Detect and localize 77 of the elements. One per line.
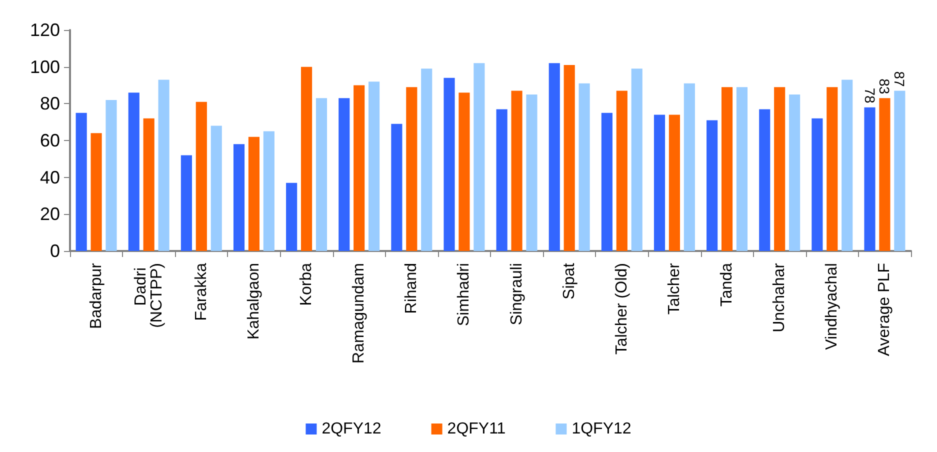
bar <box>338 98 350 251</box>
bar <box>526 94 538 251</box>
bar <box>578 83 590 251</box>
y-tick-label: 60 <box>40 130 60 150</box>
x-tick-label: Singrauli <box>508 263 526 326</box>
bar <box>496 109 508 251</box>
data-label: 78 <box>862 88 878 104</box>
bar <box>300 66 312 251</box>
bar <box>826 87 838 251</box>
bar <box>511 90 522 251</box>
bar <box>842 80 853 251</box>
x-tick-label: Badarpur <box>88 262 105 329</box>
bar <box>263 131 274 251</box>
bar <box>143 118 154 251</box>
y-tick-label: 20 <box>40 204 60 224</box>
legend-label: 2QFY11 <box>447 420 506 438</box>
bar <box>616 90 628 251</box>
bar <box>894 90 906 251</box>
legend-label: 2QFY12 <box>322 420 382 438</box>
bar <box>210 126 222 251</box>
y-tick-label: 120 <box>30 20 60 40</box>
bar <box>368 82 380 251</box>
y-tick-label: 40 <box>40 167 60 188</box>
x-tick-label: Rihand <box>403 263 420 314</box>
bar <box>879 98 890 251</box>
bar <box>354 85 365 251</box>
bar <box>421 68 432 251</box>
x-tick-label: Simhadri <box>456 263 473 326</box>
x-tick-label: Average PLF <box>876 262 894 356</box>
x-tick-label: Farakka <box>192 262 210 321</box>
x-tick-label: Sipat <box>560 262 578 300</box>
bar <box>458 92 470 251</box>
bar <box>106 100 117 251</box>
bar <box>601 112 612 251</box>
bar <box>158 80 170 251</box>
bar <box>548 63 560 251</box>
bar <box>736 87 748 251</box>
x-tick-label: Talcher (Old) <box>613 263 630 355</box>
bar <box>248 136 260 251</box>
bar <box>564 64 575 251</box>
x-tick-label: Vindhyachal <box>824 263 841 350</box>
bar <box>316 98 328 251</box>
bar <box>759 109 770 251</box>
y-tick-label: 80 <box>40 94 60 114</box>
bar <box>406 87 418 251</box>
bar <box>684 83 695 251</box>
bar <box>812 118 823 251</box>
bar <box>196 102 207 251</box>
bar <box>668 114 680 251</box>
y-tick-label: 0 <box>50 241 60 261</box>
bar <box>233 144 245 251</box>
bar <box>474 63 485 251</box>
x-tick-label: Tanda <box>718 262 736 307</box>
bar <box>706 120 718 251</box>
bar <box>864 107 876 251</box>
bar <box>128 92 140 251</box>
bar <box>789 94 800 251</box>
x-tick-label: Talcher <box>666 262 683 315</box>
bar <box>721 87 733 251</box>
bar <box>391 124 402 251</box>
y-tick-label: 100 <box>30 56 60 77</box>
bar <box>631 68 642 251</box>
data-label: 83 <box>876 78 893 94</box>
data-label: 87 <box>892 71 908 87</box>
bar <box>774 87 786 251</box>
x-tick-label: Korba <box>298 262 316 306</box>
x-tick-label: Unchahar <box>771 262 788 332</box>
bar <box>76 112 87 251</box>
bar <box>654 114 666 251</box>
bar <box>286 182 298 251</box>
bar <box>90 133 102 251</box>
x-tick-label: Ramagundam <box>350 263 368 364</box>
bar <box>180 155 192 251</box>
legend-label: 1QFY12 <box>572 420 632 438</box>
bar <box>444 78 455 251</box>
x-tick-label: Dadri (NCTPP) <box>132 263 166 328</box>
x-tick-label: Kahalgaon <box>245 263 262 340</box>
